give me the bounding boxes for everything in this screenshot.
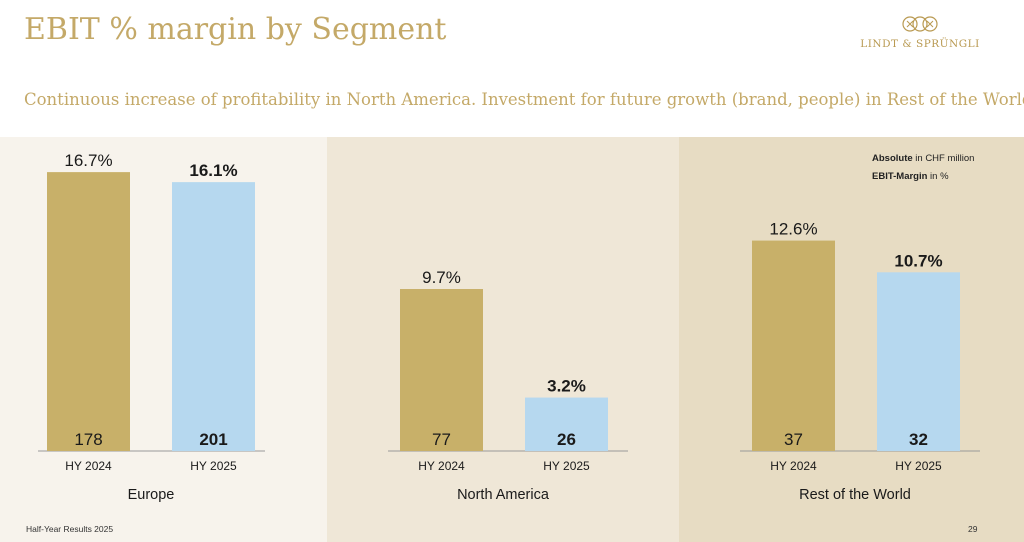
north-america-tick-label-hy-2024: HY 2024 xyxy=(418,459,465,473)
north-america-absolute-label-hy-2024: 77 xyxy=(432,430,451,449)
page-title: EBIT % margin by Segment xyxy=(24,12,447,47)
rest-of-the-world-segment-label: Rest of the World xyxy=(799,487,911,503)
chart-legend: Absolute in CHF million EBIT-Margin in % xyxy=(872,150,974,186)
legend-absolute: Absolute in CHF million xyxy=(872,150,974,168)
europe-absolute-label-hy-2025: 201 xyxy=(199,430,227,449)
europe-segment-label: Europe xyxy=(128,487,175,503)
north-america-absolute-label-hy-2025: 26 xyxy=(557,430,576,449)
rest-of-the-world-bar-hy-2024 xyxy=(752,240,835,451)
rest-of-the-world-absolute-label-hy-2024: 37 xyxy=(784,430,803,449)
rest-of-the-world-bar-hy-2025 xyxy=(877,272,960,451)
company-logo: LINDT & SPRÜNGLI xyxy=(858,14,982,58)
legend-absolute-unit: in CHF million xyxy=(912,153,975,164)
europe-bar-hy-2024 xyxy=(47,172,130,452)
legend-margin-unit: in % xyxy=(927,171,949,182)
logo-wordmark: LINDT & SPRÜNGLI xyxy=(860,38,980,50)
north-america-panel-background xyxy=(327,137,679,542)
legend-margin: EBIT-Margin in % xyxy=(872,168,974,186)
europe-absolute-label-hy-2024: 178 xyxy=(74,430,102,449)
europe-tick-label-hy-2025: HY 2025 xyxy=(190,459,237,473)
rest-of-the-world-absolute-label-hy-2025: 32 xyxy=(909,430,928,449)
north-america-segment-label: North America xyxy=(457,487,550,503)
legend-margin-label: EBIT-Margin xyxy=(872,171,928,182)
legend-absolute-label: Absolute xyxy=(872,153,913,164)
page-subtitle: Continuous increase of profitability in … xyxy=(24,90,1024,109)
north-america-bar-hy-2024 xyxy=(400,289,483,451)
rest-of-the-world-margin-label-hy-2025: 10.7% xyxy=(894,251,942,270)
logo-emblem-icon xyxy=(902,16,938,32)
rest-of-the-world-margin-label-hy-2024: 12.6% xyxy=(769,220,817,239)
europe-margin-label-hy-2025: 16.1% xyxy=(189,161,237,180)
rest-of-the-world-tick-label-hy-2024: HY 2024 xyxy=(770,459,817,473)
rest-of-world-panel-background xyxy=(679,137,1024,542)
page-number: 29 xyxy=(968,524,978,534)
north-america-margin-label-hy-2025: 3.2% xyxy=(547,377,586,396)
north-america-margin-label-hy-2024: 9.7% xyxy=(422,268,461,287)
north-america-bar-hy-2025 xyxy=(525,397,608,451)
europe-tick-label-hy-2024: HY 2024 xyxy=(65,459,112,473)
footer-text: Half-Year Results 2025 xyxy=(26,524,114,534)
north-america-tick-label-hy-2025: HY 2025 xyxy=(543,459,590,473)
europe-bar-hy-2025 xyxy=(172,182,255,451)
rest-of-the-world-tick-label-hy-2025: HY 2025 xyxy=(895,459,942,473)
europe-margin-label-hy-2024: 16.7% xyxy=(64,151,112,170)
